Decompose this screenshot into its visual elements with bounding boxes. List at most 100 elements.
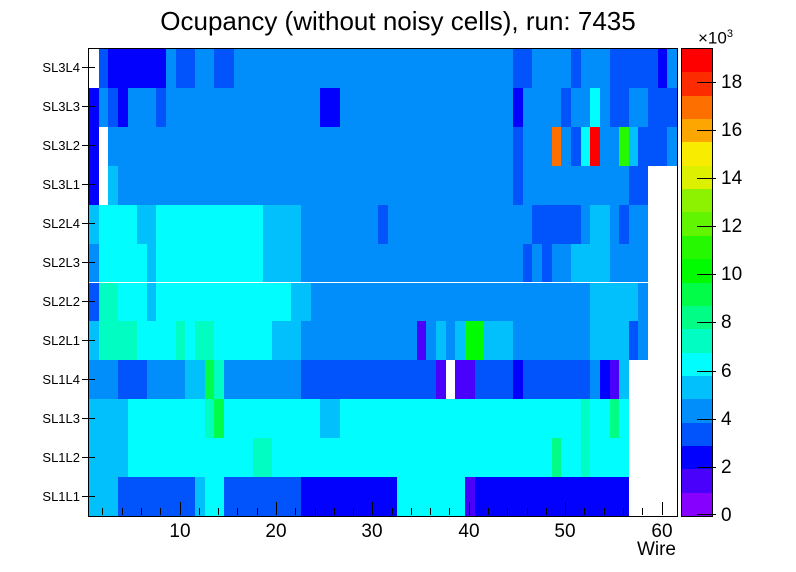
x-axis-tick-label: 30: [361, 521, 383, 542]
heatmap-cell: [204, 360, 215, 400]
heatmap-cell: [127, 87, 157, 127]
heatmap-cell: [272, 438, 552, 478]
y-axis-tick: [82, 457, 95, 458]
heatmap-cell: [146, 243, 157, 283]
x-axis-minor-tick: [199, 508, 200, 515]
heatmap-cell: [378, 204, 388, 244]
heatmap-cell: [599, 87, 610, 127]
heatmap-cell: [590, 321, 629, 361]
heatmap-cell: [89, 87, 99, 127]
heatmap-cell: [89, 165, 99, 205]
heatmap-cell: [117, 87, 128, 127]
x-axis-major-tick: [469, 502, 470, 515]
y-axis-tick: [82, 301, 95, 302]
heatmap-cell: [397, 477, 465, 516]
heatmap-cell: [146, 282, 157, 322]
heatmap-cell: [628, 360, 677, 400]
heatmap-cell: [156, 87, 167, 127]
y-axis-label: SL1L1: [42, 489, 80, 504]
y-axis-tick: [82, 418, 95, 419]
y-axis-tick: [82, 340, 95, 341]
heatmap-cell: [542, 243, 552, 283]
heatmap-cell: [252, 438, 273, 478]
heatmap-plot-area: [89, 49, 677, 516]
x-axis-tick-label: 10: [169, 521, 191, 542]
heatmap-cell: [570, 87, 591, 127]
heatmap-cell: [638, 282, 649, 322]
colorbar-band: [682, 165, 712, 190]
heatmap-cell: [108, 49, 167, 88]
heatmap-cell: [590, 87, 600, 127]
colorbar-tick-label: 0: [721, 505, 732, 526]
colorbar-band: [682, 212, 712, 236]
heatmap-cell: [474, 477, 629, 516]
y-axis-label: SL3L1: [42, 177, 80, 192]
heatmap-cell: [301, 204, 379, 244]
colorbar-band: [682, 282, 712, 306]
heatmap-cell: [580, 438, 591, 478]
y-axis-label: SL1L2: [42, 450, 80, 465]
heatmap-cell: [522, 126, 552, 166]
heatmap-cell: [89, 399, 128, 439]
heatmap-cell: [320, 399, 340, 439]
x-axis-minor-tick: [584, 508, 585, 515]
heatmap-cell: [204, 477, 224, 516]
heatmap-cell: [532, 204, 581, 244]
heatmap-cell: [522, 165, 629, 205]
x-axis-minor-tick: [218, 508, 219, 515]
x-axis-major-tick: [662, 502, 663, 515]
heatmap-cell: [89, 49, 99, 88]
y-axis-label: SL2L2: [42, 294, 80, 309]
heatmap-cell: [648, 204, 677, 244]
heatmap-cell: [628, 438, 677, 478]
heatmap-cell: [551, 243, 571, 283]
heatmap-cell: [98, 126, 109, 166]
colorbar-band: [682, 445, 712, 470]
colorbar: [681, 48, 713, 517]
heatmap-cell: [301, 477, 398, 516]
y-axis-tick: [82, 145, 95, 146]
colorbar-tick: [697, 467, 716, 468]
heatmap-row: [89, 438, 677, 478]
heatmap-cell: [464, 477, 475, 516]
heatmap-cell: [195, 477, 205, 516]
heatmap-cell: [89, 243, 99, 283]
heatmap-cell: [513, 87, 523, 127]
x-axis-minor-tick: [546, 508, 547, 515]
heatmap-cell: [628, 165, 649, 205]
colorbar-tick-label: 6: [721, 361, 732, 382]
heatmap-cell: [137, 321, 176, 361]
x-axis-minor-tick: [604, 508, 605, 515]
heatmap-cell: [628, 321, 639, 361]
heatmap-cell: [146, 360, 186, 400]
heatmap-cell: [233, 49, 514, 88]
y-axis-label: SL2L4: [42, 216, 80, 231]
x-axis-tick-label: 40: [458, 521, 480, 542]
x-axis-minor-tick: [527, 508, 528, 515]
heatmap-cell: [561, 438, 581, 478]
heatmap-cell: [464, 321, 485, 361]
heatmap-cell: [387, 204, 533, 244]
x-axis-minor-tick: [315, 508, 316, 515]
heatmap-cell: [590, 399, 610, 439]
x-axis-minor-tick: [237, 508, 238, 515]
heatmap-cell: [117, 282, 147, 322]
heatmap-cell: [580, 126, 591, 166]
heatmap-cell: [301, 243, 523, 283]
heatmap-cell: [436, 360, 446, 400]
heatmap-cell: [262, 243, 302, 283]
y-axis-tick: [82, 106, 95, 107]
y-axis-label: SL1L4: [42, 372, 80, 387]
heatmap-cell: [570, 126, 581, 166]
heatmap-cell: [175, 321, 186, 361]
x-axis-minor-tick: [488, 508, 489, 515]
heatmap-cell: [513, 165, 523, 205]
heatmap-cell: [599, 126, 620, 166]
colorbar-tick-label: 4: [721, 409, 732, 430]
colorbar-band: [682, 329, 712, 353]
y-axis-tick: [82, 379, 95, 380]
x-axis-title: Wire: [636, 539, 676, 560]
heatmap-cell: [628, 477, 677, 516]
colorbar-tick: [697, 82, 716, 83]
x-axis-minor-tick: [642, 508, 643, 515]
